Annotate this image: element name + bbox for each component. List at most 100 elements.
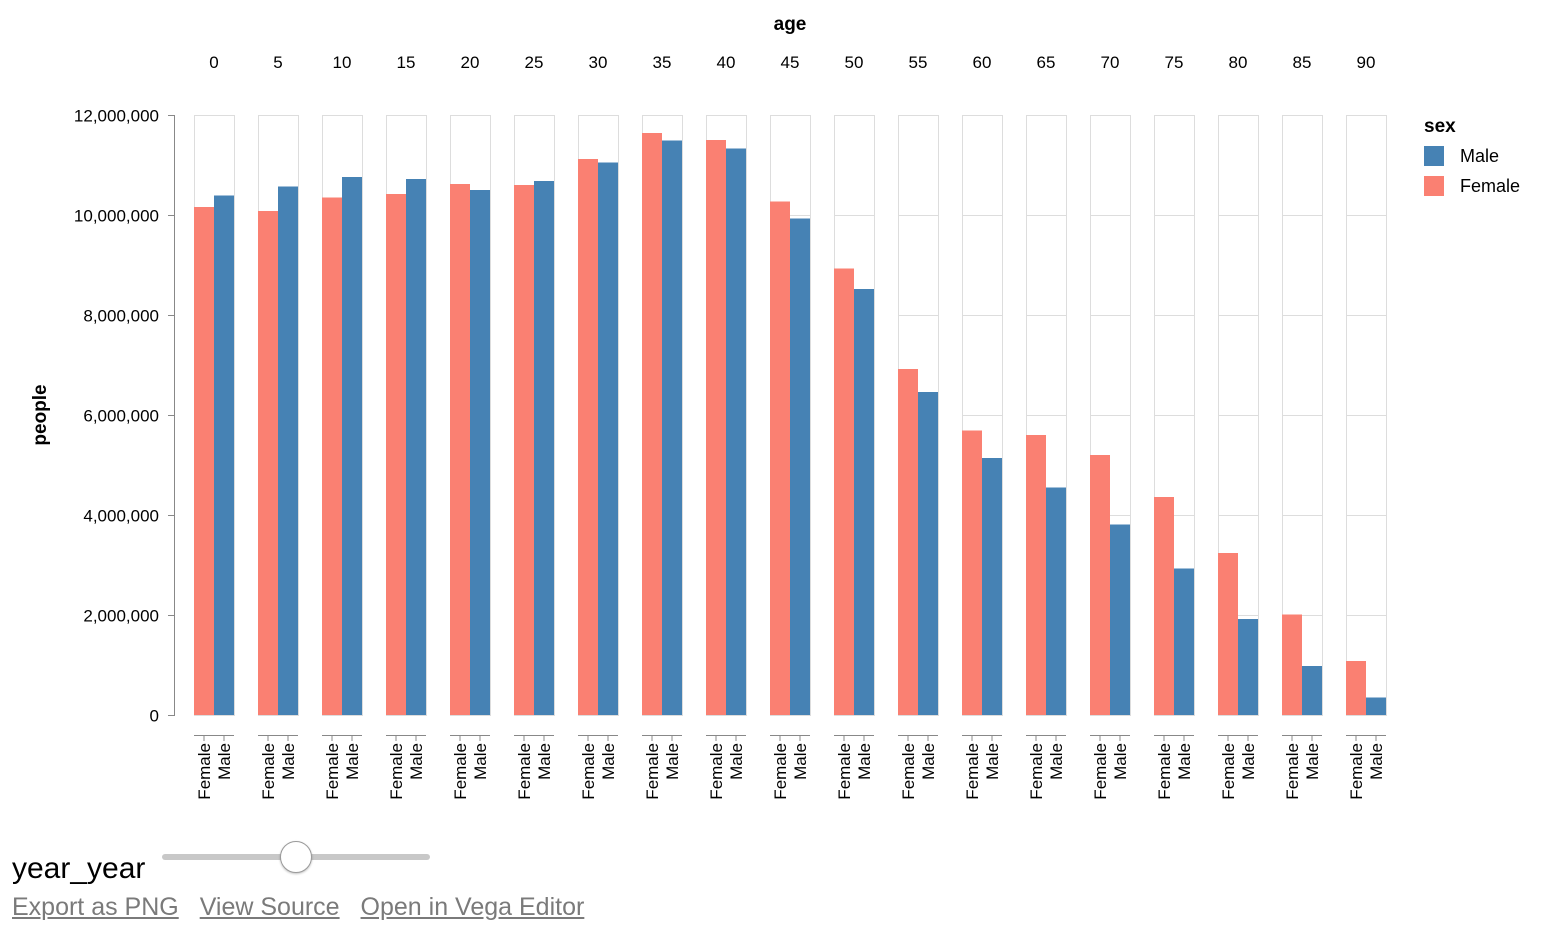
- bar-male-45: [790, 218, 810, 715]
- y-tick-label: 10,000,000: [74, 207, 159, 226]
- bar-female-80: [1218, 553, 1238, 715]
- facet-55: 55 Female Male: [898, 53, 939, 800]
- legend-label-female: Female: [1460, 176, 1520, 196]
- export-png-link[interactable]: Export as PNG: [12, 893, 179, 921]
- facet-15: 15 Female Male: [386, 53, 427, 800]
- column-title: age: [774, 14, 807, 35]
- facet-20: 20 Female Male: [450, 53, 491, 800]
- x-tick-label-male: Male: [663, 743, 682, 780]
- facet-40: 40 Female Male: [706, 53, 747, 800]
- facet-70: 70 Female Male: [1090, 53, 1131, 800]
- x-tick-label-female: Female: [835, 743, 854, 800]
- bar-female-85: [1282, 614, 1302, 715]
- bar-female-25: [514, 185, 534, 715]
- column-header-label: 35: [653, 53, 672, 72]
- legend-swatch-female: [1424, 176, 1444, 196]
- x-tick-label-male: Male: [279, 743, 298, 780]
- x-tick-label-male: Male: [599, 743, 618, 780]
- facet-80: 80 Female Male: [1218, 53, 1259, 800]
- facet-25: 25 Female Male: [514, 53, 555, 800]
- bar-female-20: [450, 184, 470, 715]
- facet-0: 0 Female Male: [194, 53, 235, 800]
- facet-75: 75 Female Male: [1154, 53, 1195, 800]
- facet-35: 35 Female Male: [642, 53, 683, 800]
- bar-female-0: [194, 207, 214, 715]
- y-tick-label: 0: [150, 707, 159, 726]
- bar-female-45: [770, 201, 790, 715]
- bar-male-90: [1366, 697, 1386, 715]
- bar-male-15: [406, 179, 426, 715]
- bar-female-75: [1154, 497, 1174, 715]
- open-vega-editor-link[interactable]: Open in Vega Editor: [360, 893, 585, 921]
- y-axis: 0 2,000,000 4,000,000 6,000,000 8,000,000 10,…: [74, 107, 175, 726]
- x-tick-label-female: Female: [259, 743, 278, 800]
- facet-85: 85 Female Male: [1282, 53, 1323, 800]
- x-tick-label-female: Female: [515, 743, 534, 800]
- bar-male-65: [1046, 487, 1066, 715]
- column-header-label: 5: [273, 53, 282, 72]
- facet-30: 30 Female Male: [578, 53, 619, 800]
- facet-60: 60 Female Male: [962, 53, 1003, 800]
- view-source-link[interactable]: View Source: [199, 893, 340, 921]
- bar-male-10: [342, 177, 362, 715]
- bar-female-70: [1090, 455, 1110, 715]
- x-tick-label-male: Male: [535, 743, 554, 780]
- y-tick-label: 8,000,000: [83, 307, 159, 326]
- x-tick-label-female: Female: [195, 743, 214, 800]
- year-slider[interactable]: [162, 841, 430, 873]
- column-header-label: 60: [973, 53, 992, 72]
- x-tick-label-male: Male: [1303, 743, 1322, 780]
- facet-90: 90 Female Male: [1346, 53, 1387, 800]
- x-tick-label-female: Female: [1219, 743, 1238, 800]
- slider-label: year_year: [12, 852, 146, 885]
- x-tick-label-male: Male: [1367, 743, 1386, 780]
- bar-female-40: [706, 140, 726, 715]
- facet-10: 10 Female Male: [322, 53, 363, 800]
- bar-male-30: [598, 162, 618, 715]
- year-control: year_year: [12, 841, 612, 892]
- y-tick-label: 6,000,000: [83, 407, 159, 426]
- x-tick-label-male: Male: [983, 743, 1002, 780]
- bar-female-50: [834, 268, 854, 715]
- bar-male-80: [1238, 619, 1258, 715]
- x-tick-label-male: Male: [471, 743, 490, 780]
- x-tick-label-female: Female: [451, 743, 470, 800]
- column-header-label: 90: [1357, 53, 1376, 72]
- x-tick-label-female: Female: [643, 743, 662, 800]
- facet-50: 50 Female Male: [834, 53, 875, 800]
- column-header-label: 10: [333, 53, 352, 72]
- y-axis-title: people: [30, 384, 51, 445]
- column-header-label: 40: [717, 53, 736, 72]
- bar-female-65: [1026, 435, 1046, 715]
- x-tick-label-male: Male: [855, 743, 874, 780]
- x-tick-label-male: Male: [1239, 743, 1258, 780]
- legend-title: sex: [1424, 116, 1456, 137]
- bar-male-70: [1110, 524, 1130, 715]
- y-tick-label: 4,000,000: [83, 507, 159, 526]
- column-header-label: 45: [781, 53, 800, 72]
- bar-male-25: [534, 181, 554, 715]
- bar-male-5: [278, 186, 298, 715]
- bar-male-35: [662, 140, 682, 715]
- x-tick-label-female: Female: [899, 743, 918, 800]
- x-tick-label-female: Female: [1027, 743, 1046, 800]
- bar-female-60: [962, 430, 982, 715]
- bar-female-10: [322, 197, 342, 715]
- x-tick-label-female: Female: [707, 743, 726, 800]
- facet-65: 65 Female Male: [1026, 53, 1067, 800]
- column-header-label: 20: [461, 53, 480, 72]
- x-tick-label-male: Male: [215, 743, 234, 780]
- y-tick-label: 12,000,000: [74, 107, 159, 126]
- facet-45: 45 Female Male: [770, 53, 811, 800]
- bar-male-85: [1302, 666, 1322, 715]
- x-tick-label-male: Male: [407, 743, 426, 780]
- bar-female-35: [642, 133, 662, 715]
- bar-male-20: [470, 190, 490, 715]
- x-tick-label-female: Female: [1283, 743, 1302, 800]
- year-slider-thumb[interactable]: [280, 841, 312, 873]
- x-tick-label-male: Male: [727, 743, 746, 780]
- legend-items: Male Female: [1424, 146, 1520, 196]
- x-tick-label-female: Female: [579, 743, 598, 800]
- facet-5: 5 Female Male: [258, 53, 299, 800]
